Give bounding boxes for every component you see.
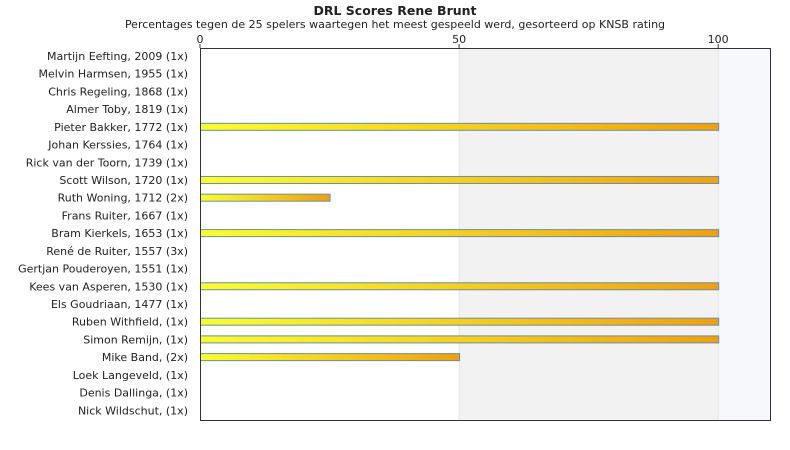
chart-subtitle: Percentages tegen de 25 spelers waartege… <box>124 18 666 31</box>
category-label: Rick van der Toorn, 1739 (1x) <box>26 156 188 169</box>
category-label: Simon Remijn, (1x) <box>83 333 188 346</box>
category-label: Chris Regeling, 1868 (1x) <box>48 85 188 98</box>
category-label: Johan Kerssies, 1764 (1x) <box>47 139 188 152</box>
category-label: Denis Dallinga, (1x) <box>79 387 188 400</box>
category-label: Pieter Bakker, 1772 (1x) <box>54 121 188 134</box>
category-label: Martijn Eefting, 2009 (1x) <box>47 50 188 63</box>
chart-title: DRL Scores Rene Brunt <box>313 3 477 18</box>
x-tick-label-50: 50 <box>452 33 466 46</box>
x-tick-label-100: 100 <box>708 33 729 46</box>
bar <box>200 193 331 202</box>
category-label: Gertjan Pouderoyen, 1551 (1x) <box>18 263 188 276</box>
category-label: René de Ruiter, 1557 (3x) <box>46 245 188 258</box>
bar <box>200 353 461 362</box>
bar <box>200 229 720 238</box>
bar <box>200 282 720 291</box>
category-label: Melvin Harmsen, 1955 (1x) <box>39 68 188 81</box>
category-label: Bram Kierkels, 1653 (1x) <box>51 227 188 240</box>
category-label: Mike Band, (2x) <box>102 351 188 364</box>
category-label: Ruben Withfield, (1x) <box>72 316 188 329</box>
x-tick-label-0: 0 <box>197 33 204 46</box>
category-label: Scott Wilson, 1720 (1x) <box>59 174 188 187</box>
category-label: Loek Langeveld, (1x) <box>73 369 188 382</box>
plot-frame <box>200 48 771 421</box>
category-label: Almer Toby, 1819 (1x) <box>66 103 188 116</box>
bar <box>200 335 720 344</box>
category-label: Frans Ruiter, 1667 (1x) <box>62 209 188 222</box>
bar <box>200 122 720 131</box>
bar <box>200 317 720 326</box>
category-label: Kees van Asperen, 1530 (1x) <box>29 280 188 293</box>
bar <box>200 175 720 184</box>
category-label: Els Goudriaan, 1477 (1x) <box>51 298 188 311</box>
category-label: Nick Wildschut, (1x) <box>78 404 188 417</box>
band-100-max <box>718 48 770 420</box>
category-label: Ruth Woning, 1712 (2x) <box>58 192 188 205</box>
